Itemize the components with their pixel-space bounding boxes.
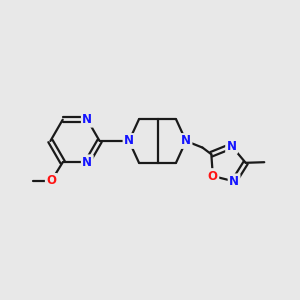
Text: O: O (46, 174, 56, 188)
Text: N: N (82, 156, 92, 169)
Text: N: N (82, 113, 92, 126)
Text: N: N (229, 175, 239, 188)
Text: N: N (124, 134, 134, 148)
Text: N: N (226, 140, 237, 153)
Text: O: O (208, 169, 218, 183)
Text: N: N (181, 134, 191, 148)
